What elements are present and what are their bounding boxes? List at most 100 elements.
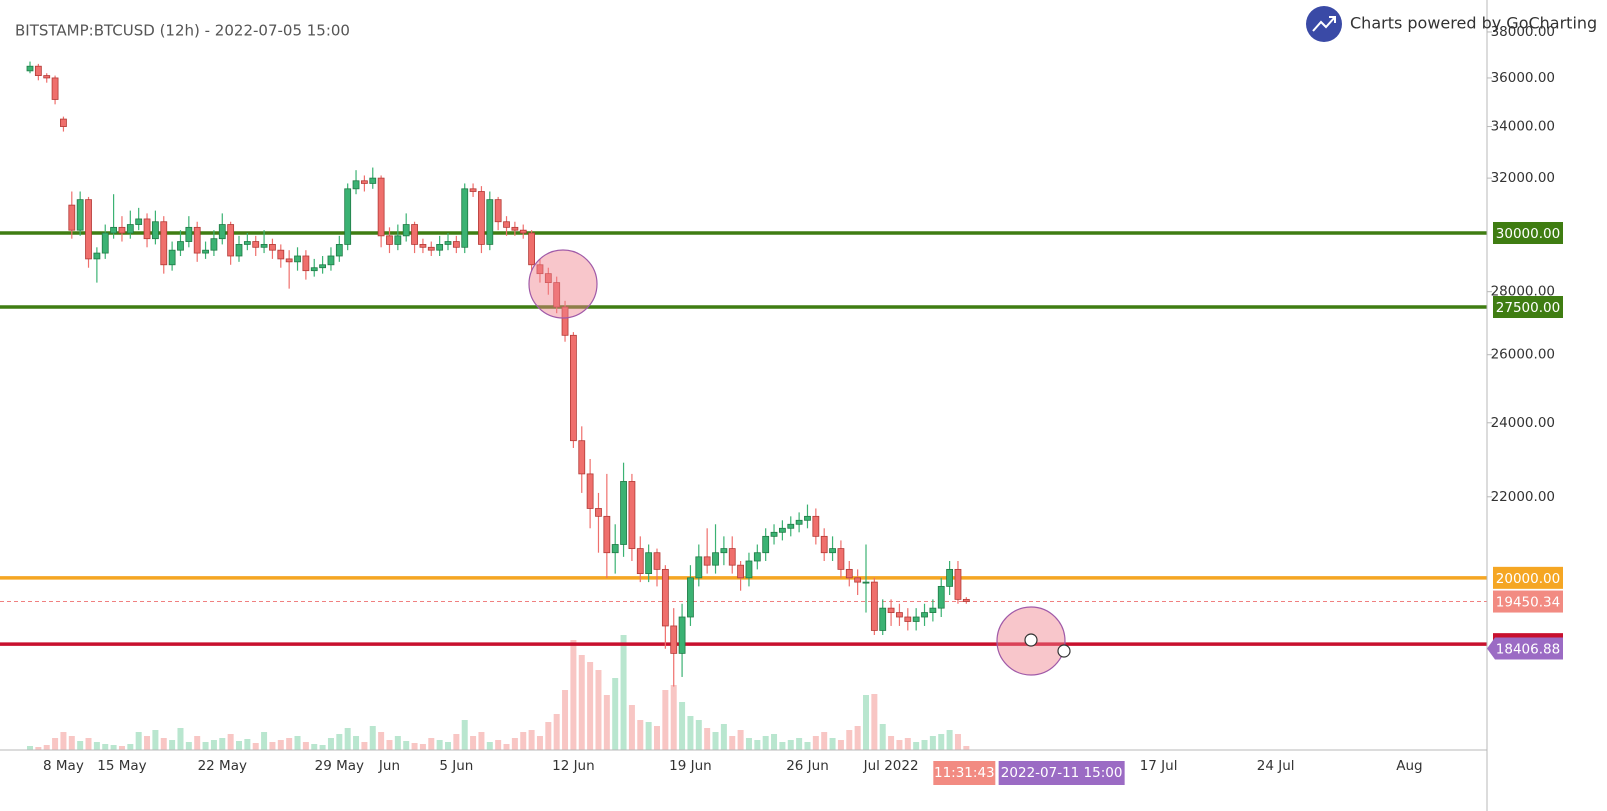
- y-tick-label: 28000.00: [1491, 284, 1555, 300]
- volume-bar: [779, 742, 786, 750]
- volume-bar: [43, 745, 50, 750]
- volume-bar: [812, 736, 819, 750]
- volume-bar: [486, 742, 493, 750]
- candle-body: [310, 267, 318, 272]
- volume-bar: [135, 732, 142, 750]
- axis-labels: 22000.00 24000.00 26000.00 28000.00 32000.00…: [43, 24, 1563, 785]
- candle-body: [929, 607, 937, 613]
- volume-bar: [77, 741, 84, 750]
- x-tick-label: 26 Jun: [786, 758, 829, 774]
- volume-bar: [904, 738, 911, 750]
- candle-body: [160, 221, 168, 266]
- candle-body: [34, 65, 42, 76]
- volume-bar: [110, 745, 117, 750]
- candle-body: [636, 548, 644, 575]
- candle-body: [76, 199, 84, 231]
- volume-bar: [361, 742, 368, 750]
- drawing-handle[interactable]: [1057, 644, 1071, 658]
- candle-body: [444, 241, 452, 245]
- level-label: 30000.00: [1496, 226, 1560, 242]
- x-tick-label: 15 May: [97, 758, 146, 774]
- candle-body: [779, 527, 786, 533]
- volume-bar: [311, 744, 318, 750]
- volume-bar: [294, 736, 301, 750]
- candle-body: [151, 221, 159, 240]
- volume-bar: [695, 720, 702, 750]
- candle-body: [812, 515, 820, 537]
- candle-body: [402, 224, 410, 237]
- volume-bar: [863, 695, 869, 750]
- volume-bar: [528, 730, 535, 750]
- level-label-box: [1493, 296, 1563, 319]
- volume-bar: [403, 741, 410, 750]
- volume-bar: [654, 726, 660, 750]
- candle-body: [252, 241, 260, 248]
- volume-bar: [679, 702, 686, 750]
- candle-body: [887, 607, 895, 613]
- volume-bar: [871, 694, 878, 750]
- candle-body: [168, 249, 176, 266]
- candle-body: [737, 564, 744, 579]
- candle-body: [277, 249, 285, 260]
- volume-bar: [913, 742, 920, 750]
- volume-bar: [545, 722, 552, 750]
- volume-bar: [771, 734, 778, 750]
- candle-body: [243, 241, 251, 245]
- candle-body: [762, 535, 770, 554]
- volume-bar: [929, 736, 936, 750]
- volume-bar: [495, 740, 502, 750]
- candle-body: [85, 199, 92, 260]
- candle-body: [829, 548, 836, 554]
- candle-body: [578, 440, 586, 475]
- volume-bar: [68, 736, 75, 750]
- candle-body: [101, 232, 109, 254]
- candle-body: [912, 616, 920, 622]
- candle-body: [43, 75, 51, 79]
- chart-title: BITSTAMP:BTCUSD (12h) - 2022-07-05 15:00: [15, 22, 350, 40]
- candle-body: [628, 481, 636, 549]
- candle-body: [845, 568, 853, 579]
- candle-body: [118, 226, 126, 234]
- x-tick-label: Jul 2022: [863, 758, 919, 774]
- candle-body: [862, 581, 870, 584]
- volume-bar: [144, 736, 151, 750]
- volume-bar: [252, 743, 259, 750]
- y-tick-label: 34000.00: [1491, 119, 1555, 135]
- volume-bar: [394, 736, 401, 750]
- candle-body: [419, 244, 427, 248]
- candle-body: [503, 221, 510, 228]
- volume-bar: [461, 720, 468, 750]
- candle-body: [177, 241, 184, 251]
- candle-body: [394, 235, 402, 245]
- drawing-circle[interactable]: [528, 249, 598, 319]
- volume-bar: [879, 724, 886, 750]
- candle-body: [787, 523, 795, 529]
- candle-body: [695, 556, 703, 579]
- candle-body: [712, 552, 719, 566]
- candle-body: [386, 235, 393, 245]
- drawing-handle[interactable]: [1024, 633, 1038, 647]
- volume-bar: [829, 738, 836, 750]
- volume-bar: [244, 739, 251, 750]
- candle-body: [611, 544, 619, 554]
- candle-body: [352, 180, 360, 190]
- candle-body: [795, 519, 803, 525]
- volume-bar: [160, 738, 167, 750]
- candle-body: [235, 244, 243, 257]
- volume-bar: [118, 746, 125, 750]
- volume-bar: [302, 742, 309, 750]
- x-tick-label: 8 May: [43, 758, 84, 774]
- candle-body: [285, 258, 293, 263]
- volume-bar: [553, 714, 560, 750]
- watermark-text: Charts powered by GoCharting: [1350, 14, 1597, 33]
- candle-body: [854, 577, 862, 583]
- volume-bar: [954, 734, 961, 750]
- volume-bar: [637, 720, 644, 750]
- candle-body: [319, 264, 327, 269]
- volume-bar: [762, 736, 769, 750]
- volume-bar: [938, 734, 945, 750]
- candle-body: [745, 560, 753, 579]
- candle-body: [327, 255, 335, 266]
